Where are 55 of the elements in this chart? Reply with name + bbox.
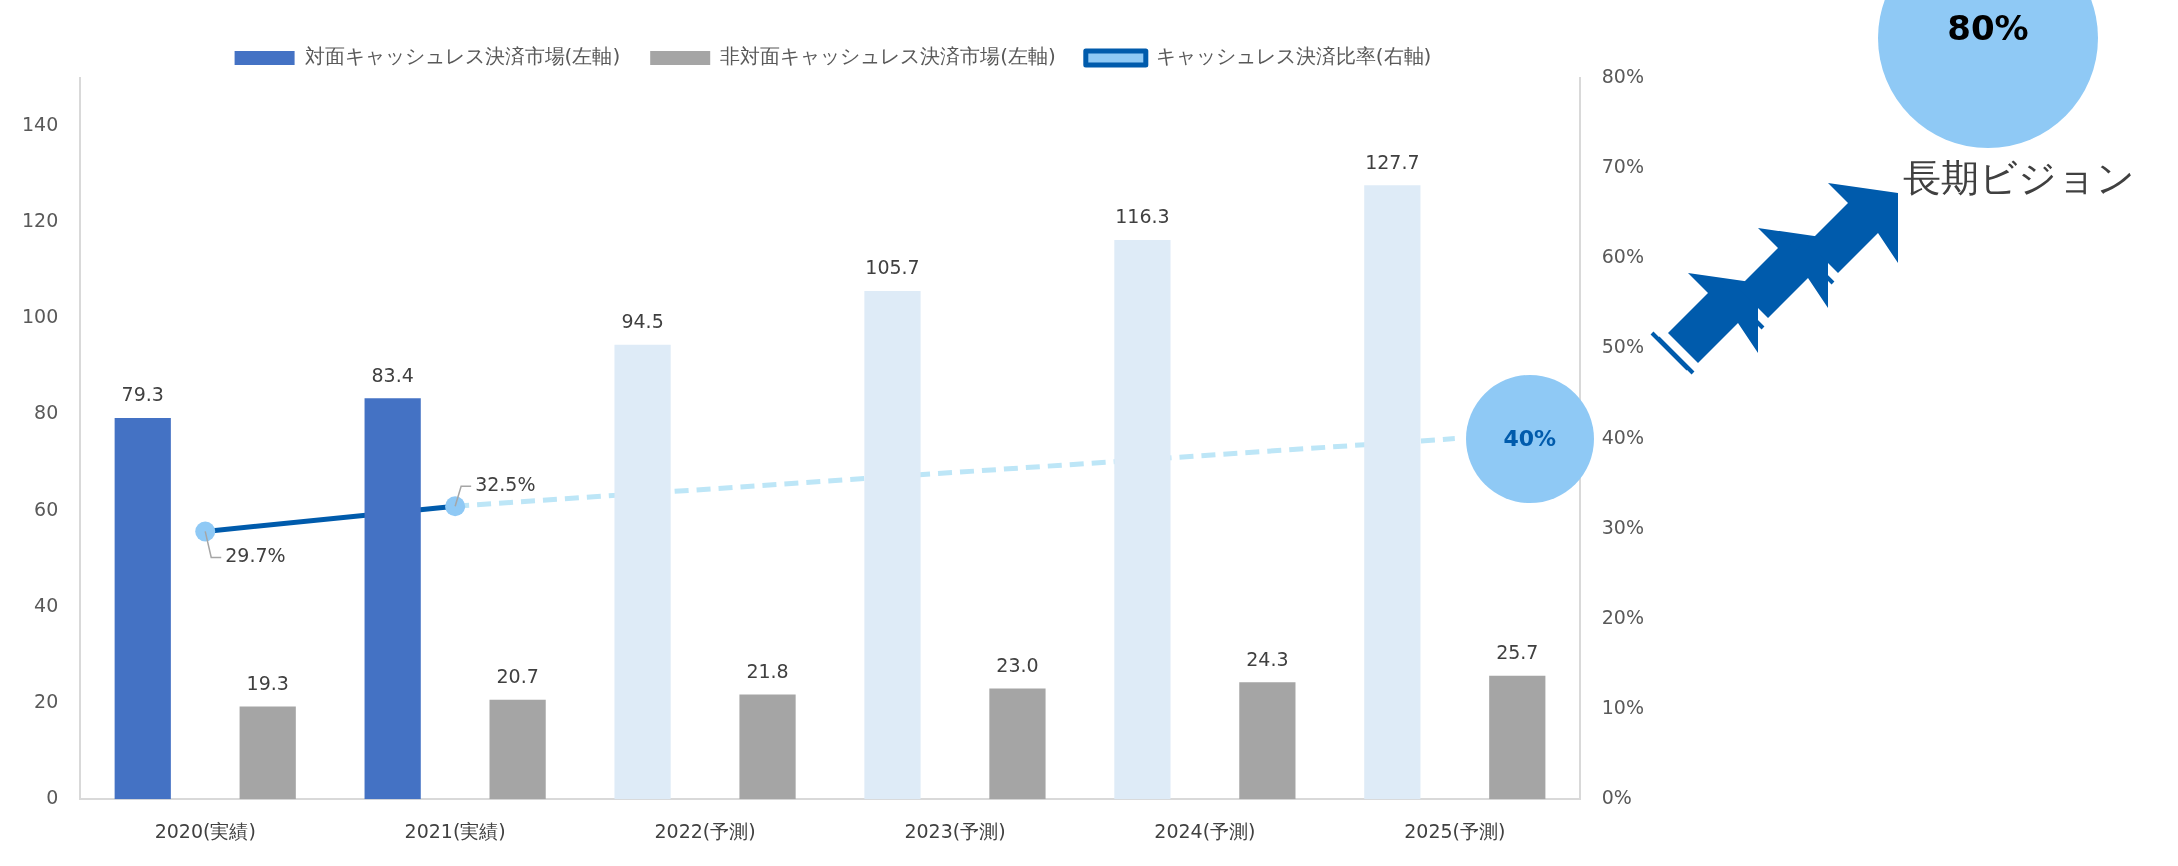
data-label: 19.3 (246, 671, 289, 694)
x-tick-label: 2020(実績) (154, 819, 256, 842)
bar (614, 344, 671, 800)
data-label: 79.3 (121, 383, 164, 406)
bar (489, 699, 546, 800)
y2-tick-label: 50% (1601, 335, 1644, 358)
data-label: 29.7% (225, 544, 286, 567)
y-tick-label: 100 (22, 305, 59, 328)
data-label: 24.3 (1246, 647, 1289, 670)
y-tick-label: 140 (22, 113, 59, 136)
y-tick-label: 60 (34, 497, 59, 520)
bar (1364, 185, 1421, 800)
legend-label: 非対面キャッシュレス決済市場(左軸) (720, 44, 1056, 69)
bar (989, 688, 1046, 800)
data-label: 127.7 (1365, 150, 1420, 173)
y2-tick-label: 30% (1601, 515, 1644, 538)
y-tick-label: 80 (34, 401, 59, 424)
y2-tick-label: 60% (1601, 245, 1644, 268)
bar (114, 417, 171, 800)
data-label: 20.7 (496, 665, 539, 688)
data-label: 83.4 (371, 363, 414, 386)
y-tick-label: 40 (34, 593, 59, 616)
bar (1114, 240, 1171, 800)
x-tick-label: 2024(予測) (1154, 819, 1256, 842)
y-tick-label: 0 (46, 786, 59, 809)
y-tick-label: 120 (22, 209, 59, 232)
bar (364, 398, 421, 800)
y2-tick-label: 0% (1601, 786, 1632, 809)
text: 長期ビジョン (1903, 155, 2135, 202)
x-tick-label: 2023(予測) (904, 819, 1006, 842)
x-tick-label: 2021(実績) (404, 819, 506, 842)
bar (239, 706, 296, 800)
legend-label: キャッシュレス決済比率(右軸) (1155, 44, 1432, 69)
y2-tick-label: 80% (1601, 64, 1644, 87)
y2-tick-label: 10% (1601, 695, 1644, 718)
y2-tick-label: 70% (1601, 155, 1644, 178)
y2-tick-label: 40% (1601, 425, 1644, 448)
bar (1239, 682, 1296, 800)
data-label: 32.5% (475, 473, 536, 496)
circle-badge: 80% (1878, 0, 2098, 148)
y-tick-label: 20 (34, 689, 59, 712)
data-label: 94.5 (621, 310, 664, 333)
data-label: 23.0 (996, 654, 1039, 677)
circle-badge: 40% (1465, 374, 1594, 503)
data-label: 21.8 (746, 659, 789, 682)
y2-tick-label: 20% (1601, 605, 1644, 628)
bar (739, 694, 796, 800)
data-label: 116.3 (1115, 205, 1170, 228)
data-label: 105.7 (865, 256, 920, 279)
legend-label: 対面キャッシュレス決済市場(左軸) (304, 44, 621, 69)
bar (1489, 675, 1546, 800)
x-tick-label: 2025(予測) (1404, 819, 1506, 842)
x-tick-label: 2022(予測) (654, 819, 756, 842)
data-label: 25.7 (1496, 641, 1539, 664)
bar (864, 290, 921, 800)
